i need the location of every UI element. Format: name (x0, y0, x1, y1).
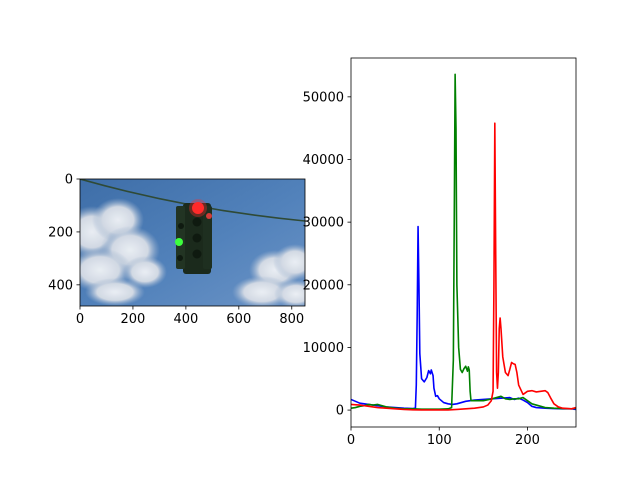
image-x-tick-label: 400 (173, 312, 198, 327)
series-line-2 (351, 122, 576, 411)
image-x-tick-label: 0 (76, 312, 84, 327)
image-x-tick-label: 200 (121, 312, 146, 327)
hist-y-tick-label: 0 (336, 404, 344, 419)
image-axes: 0 200 400 600 800 0 200 400 (48, 173, 306, 328)
hist-y-tick-label: 40000 (303, 153, 344, 168)
hist-y-tick-label: 30000 (303, 216, 344, 231)
image-y-tick-label: 400 (48, 278, 73, 293)
series-line-0 (351, 225, 576, 411)
cloud-left (80, 198, 167, 306)
red-lamp (192, 202, 204, 214)
green-lamp (175, 238, 183, 246)
image-x-tick-label: 800 (279, 312, 304, 327)
image-y-tick-label: 0 (65, 173, 73, 188)
histogram-lines (351, 73, 576, 411)
hist-y-tick-label: 10000 (303, 341, 344, 356)
histogram-axes: 0 100 200 0 10000 20000 30000 40000 50000 (303, 57, 577, 448)
hist-x-tick-label: 200 (515, 433, 540, 448)
series-line-1 (351, 73, 576, 410)
hist-y-tick-label: 20000 (303, 278, 344, 293)
hist-y-tick-label: 50000 (303, 90, 344, 105)
image-frame (79, 178, 306, 307)
traffic-light-photo (80, 179, 305, 306)
histogram-frame (350, 57, 577, 428)
image-ticks: 0 200 400 600 800 0 200 400 (48, 173, 304, 328)
histogram-ticks: 0 100 200 0 10000 20000 30000 40000 50000 (303, 90, 540, 448)
traffic-light (175, 199, 212, 274)
hist-x-tick-label: 0 (347, 433, 355, 448)
image-y-tick-label: 200 (48, 225, 73, 240)
image-x-tick-label: 600 (226, 312, 251, 327)
hist-x-tick-label: 100 (427, 433, 452, 448)
cloud-right (232, 244, 305, 306)
